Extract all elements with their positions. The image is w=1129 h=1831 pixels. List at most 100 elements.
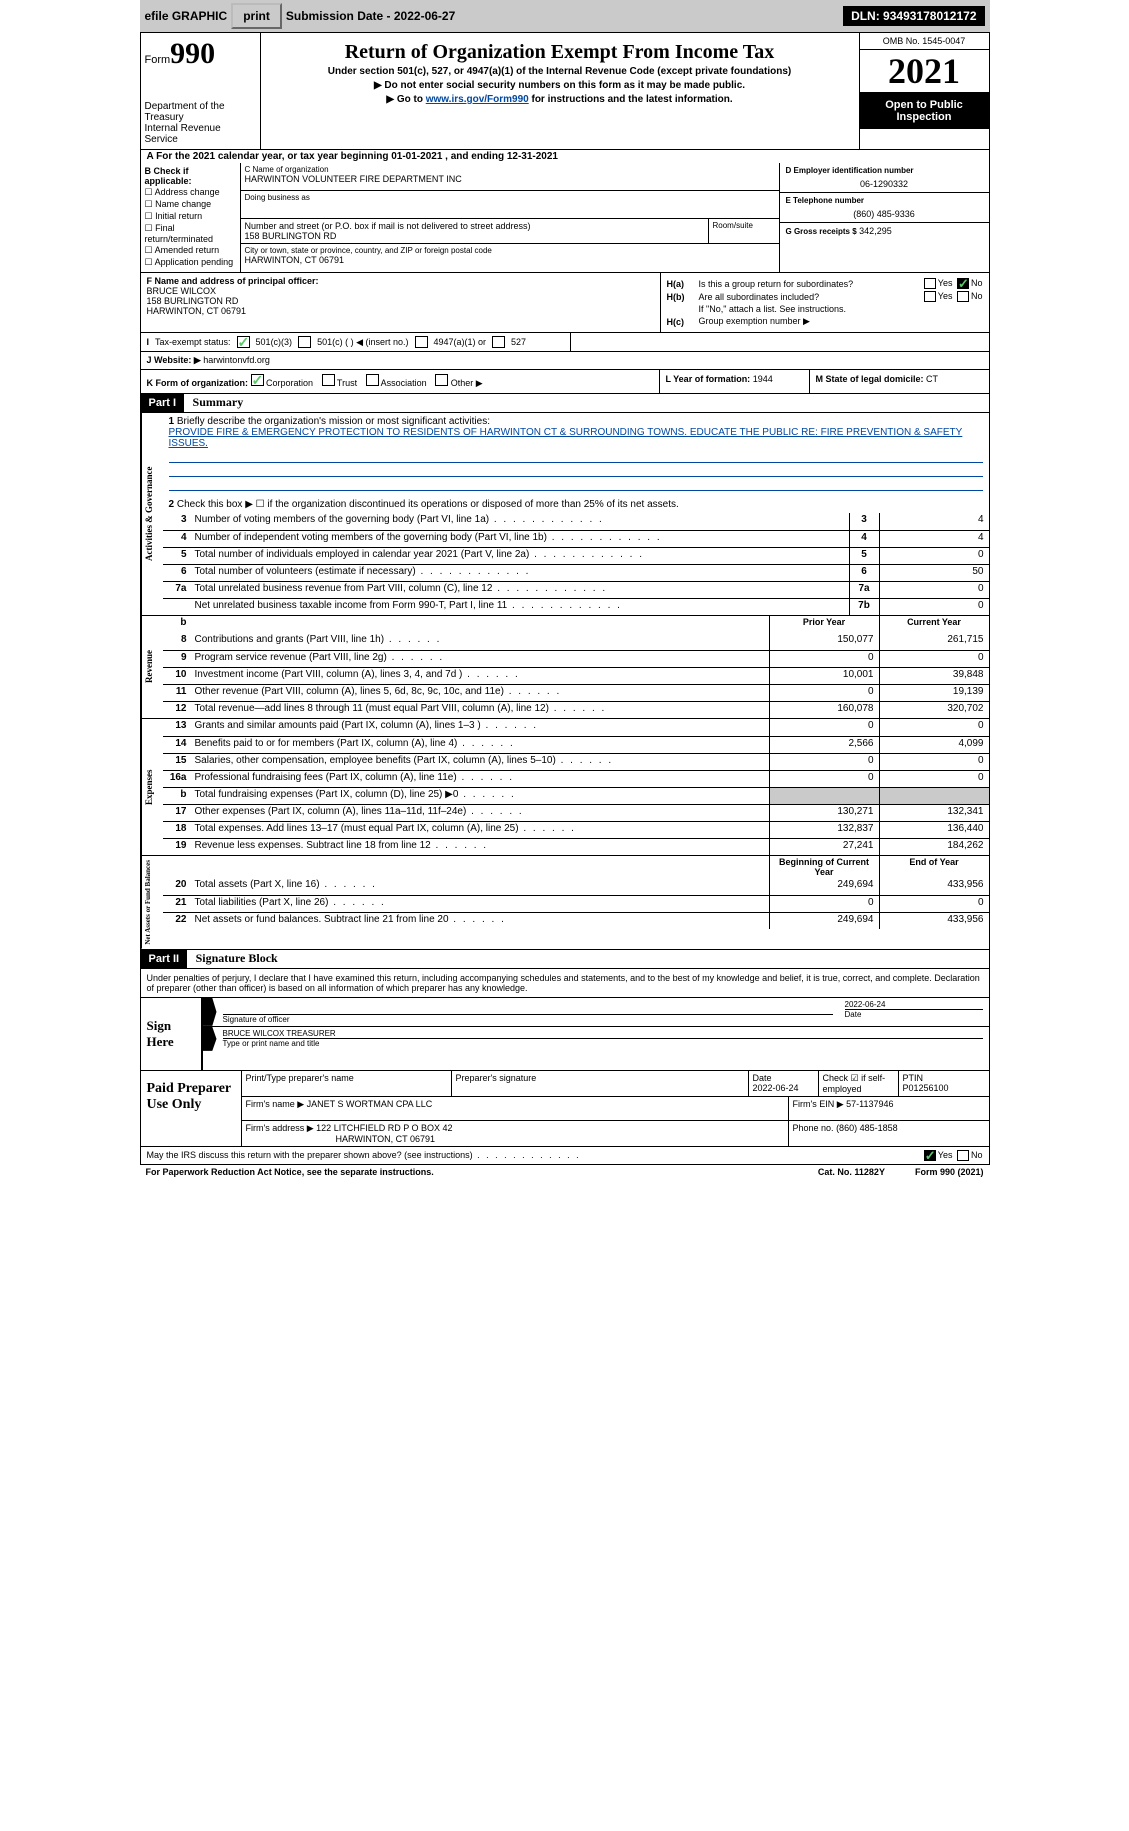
paid-preparer-label: Paid Preparer Use Only [141,1071,241,1146]
gross-receipts-value: 342,295 [859,226,892,236]
chk-address-change[interactable]: Address change [145,187,236,198]
summary-line: 8Contributions and grants (Part VIII, li… [163,633,989,650]
summary-line: 22Net assets or fund balances. Subtract … [163,912,989,929]
discuss-yes-box[interactable] [924,1150,936,1161]
street-address: 158 BURLINGTON RD [245,231,704,241]
sign-arrow-icon [203,998,217,1026]
chk-527[interactable] [492,336,505,348]
phone-label: E Telephone number [786,196,983,205]
hb-note: If "No," attach a list. See instructions… [667,304,983,314]
chk-corporation[interactable]: ✓ [251,374,264,386]
omb-number: OMB No. 1545-0047 [860,33,989,50]
room-suite-label: Room/suite [709,219,779,243]
chk-trust[interactable] [322,374,335,386]
sig-date-label: Date [845,1009,983,1019]
part2-title: Signature Block [190,951,278,965]
cat-no: Cat. No. 11282Y [818,1167,885,1177]
ha-yes-box[interactable] [924,278,936,289]
phone-value: (860) 485-9336 [786,209,983,219]
summary-line: 5Total number of individuals employed in… [163,547,989,564]
firm-addr1: 122 LITCHFIELD RD P O BOX 42 [316,1123,452,1133]
hb-no-box[interactable] [957,291,969,302]
summary-line: 15Salaries, other compensation, employee… [163,753,989,770]
year-formation-label: L Year of formation: [666,374,751,384]
chk-final-return[interactable]: Final return/terminated [145,223,236,244]
summary-line: 10Investment income (Part VIII, column (… [163,667,989,684]
form-subtitle: Under section 501(c), 527, or 4947(a)(1)… [269,66,851,77]
domicile-label: M State of legal domicile: [816,374,924,384]
summary-line: bTotal fundraising expenses (Part IX, co… [163,787,989,804]
hb-yes-box[interactable] [924,291,936,302]
domicile-value: CT [926,374,938,384]
chk-other[interactable] [435,374,448,386]
part1-title: Summary [187,395,244,409]
sign-arrow-icon-2 [203,1027,217,1051]
irs-link[interactable]: www.irs.gov/Form990 [426,94,529,105]
irs-label: Internal Revenue Service [145,123,256,145]
chk-name-change[interactable]: Name change [145,199,236,210]
goto-link-row: ▶ Go to www.irs.gov/Form990 for instruct… [269,94,851,105]
chk-initial-return[interactable]: Initial return [145,211,236,222]
summary-line: 4Number of independent voting members of… [163,530,989,547]
tax-exempt-label: Tax-exempt status: [155,337,231,347]
chk-4947[interactable] [415,336,428,348]
tax-year: 2021 [860,50,989,93]
discuss-no-box[interactable] [957,1150,969,1161]
org-name: HARWINTON VOLUNTEER FIRE DEPARTMENT INC [245,174,775,184]
officer-addr1: 158 BURLINGTON RD [147,296,654,306]
summary-line: Net unrelated business taxable income fr… [163,598,989,615]
sig-officer-label: Signature of officer [223,1014,833,1024]
sidebar-net-assets: Net Assets or Fund Balances [141,856,163,949]
dln-label: DLN: 93493178012172 [843,6,984,26]
dba-label: Doing business as [245,193,775,202]
prep-date: 2022-06-24 [753,1083,799,1093]
pra-notice: For Paperwork Reduction Act Notice, see … [146,1167,818,1177]
chk-app-pending[interactable]: Application pending [145,257,236,268]
form-title: Return of Organization Exempt From Incom… [269,41,851,64]
firm-phone: (860) 485-1858 [836,1123,898,1133]
year-formation-value: 1944 [753,374,773,384]
form-org-label: K Form of organization: [147,378,249,388]
officer-addr2: HARWINTON, CT 06791 [147,306,654,316]
summary-line: 11Other revenue (Part VIII, column (A), … [163,684,989,701]
ein-value: 06-1290332 [786,179,983,189]
summary-line: 17Other expenses (Part IX, column (A), l… [163,804,989,821]
firm-ein: 57-1137946 [846,1099,893,1109]
city-label: City or town, state or province, country… [245,246,775,255]
prep-check-label: Check ☑ if self-employed [819,1071,899,1096]
chk-501c[interactable] [298,336,311,348]
hdr-begin-year: Beginning of Current Year [769,856,879,878]
print-button[interactable]: print [231,3,282,29]
gross-receipts-label: G Gross receipts $ [786,227,857,236]
open-public: Open to Public Inspection [860,93,989,129]
summary-line: 14Benefits paid to or for members (Part … [163,736,989,753]
website-value: harwintonvfd.org [203,355,270,365]
prep-name-label: Print/Type preparer's name [242,1071,452,1096]
sig-name: BRUCE WILCOX TREASURER [223,1029,983,1038]
summary-line: 6Total number of volunteers (estimate if… [163,564,989,581]
submission-date: Submission Date - 2022-06-27 [286,9,455,23]
ha-no-box[interactable] [957,278,969,289]
hc-text: Group exemption number ▶ [699,316,983,327]
summary-line: 3Number of voting members of the governi… [163,513,989,530]
summary-line: 21Total liabilities (Part X, line 26)00 [163,895,989,912]
ptin-value: P01256100 [903,1083,949,1093]
officer-name: BRUCE WILCOX [147,286,654,296]
hdr-end-year: End of Year [879,856,989,878]
city-state-zip: HARWINTON, CT 06791 [245,255,775,265]
chk-501c3[interactable] [237,336,250,348]
hdr-prior-year: Prior Year [769,616,879,633]
firm-addr2: HARWINTON, CT 06791 [336,1134,436,1144]
chk-association[interactable] [366,374,379,386]
summary-line: 18Total expenses. Add lines 13–17 (must … [163,821,989,838]
org-name-label: C Name of organization [245,165,775,174]
ssn-warning: ▶ Do not enter social security numbers o… [269,80,851,91]
firm-name: JANET S WORTMAN CPA LLC [307,1099,433,1109]
part1-header: Part I [141,394,185,412]
efile-label: efile GRAPHIC [145,9,228,23]
chk-amended[interactable]: Amended return [145,245,236,256]
prep-sig-label: Preparer's signature [452,1071,749,1096]
ha-text: Is this a group return for subordinates? [699,279,922,289]
sidebar-expenses: Expenses [141,719,163,855]
row-a-taxyear: A For the 2021 calendar year, or tax yea… [140,150,990,163]
